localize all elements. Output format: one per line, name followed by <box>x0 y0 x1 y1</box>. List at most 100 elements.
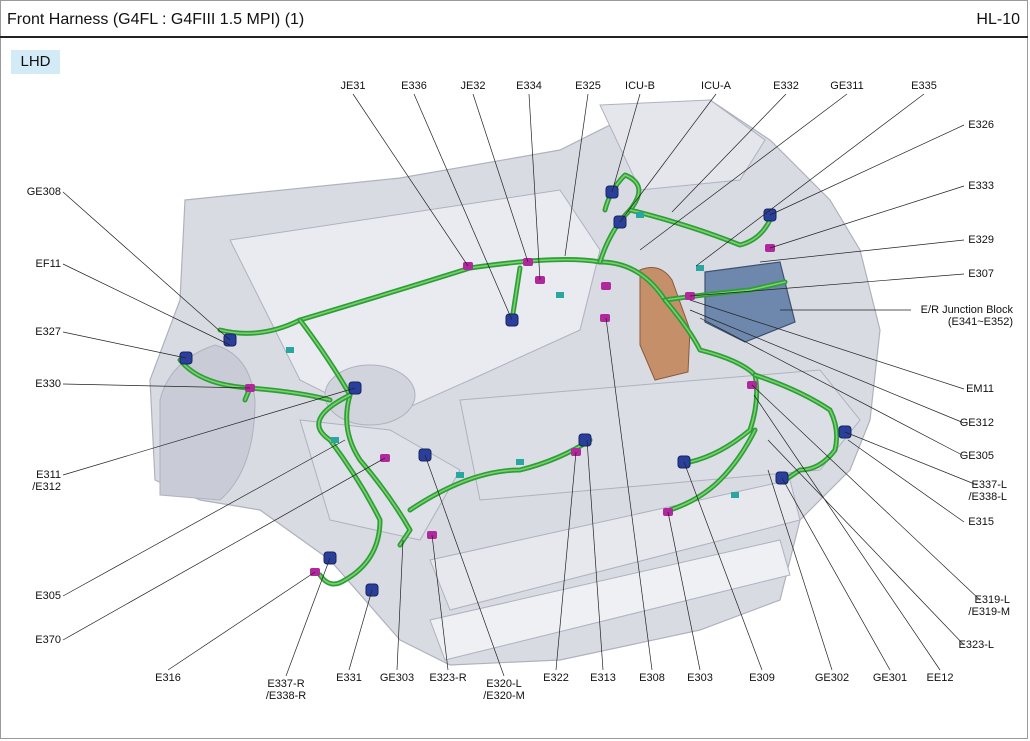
connector-label: E337-R /E338-R <box>265 678 307 702</box>
connector-teal <box>286 347 294 353</box>
leader-line <box>683 461 763 671</box>
connector-label: GE302 <box>814 672 850 684</box>
connector-label: E331 <box>336 672 362 684</box>
connector-blue <box>578 433 592 447</box>
connector-label: ICU-B <box>625 80 655 92</box>
harness-highlight <box>669 429 756 511</box>
connector-label: JE31 <box>340 80 366 92</box>
leader-line <box>605 317 653 671</box>
connector-label: EF11 <box>35 258 61 270</box>
connector-label: GE311 <box>830 80 864 92</box>
connector-teal <box>731 492 739 498</box>
bracket-copper <box>639 267 691 381</box>
connector-label: E316 <box>155 672 181 684</box>
leader-line <box>689 273 965 297</box>
leader-line <box>619 93 717 223</box>
leader-line <box>564 93 589 257</box>
connector-label: EE12 <box>926 672 954 684</box>
page-title: Front Harness (G4FL : G4FIII 1.5 MPI) (1… <box>7 11 305 28</box>
cowl-panel <box>599 99 766 191</box>
connector-label: E319-L /E319-M <box>968 594 1010 618</box>
leader-line <box>285 557 331 677</box>
connector-teal <box>556 292 564 298</box>
junction-block <box>704 261 796 343</box>
connector-label: E323-L <box>958 639 994 651</box>
connector-label: E330 <box>35 378 61 390</box>
leader-line <box>751 384 981 601</box>
leader-line <box>472 93 529 263</box>
connector-label: GE303 <box>379 672 415 684</box>
connector-label: E326 <box>968 119 994 131</box>
leader-line <box>62 331 187 359</box>
connector-label: E370 <box>35 634 61 646</box>
connector-label: E325 <box>575 80 601 92</box>
harness-highlight <box>299 319 411 546</box>
leader-line <box>62 387 356 476</box>
connector-label: E329 <box>968 234 994 246</box>
connector-teal <box>696 265 704 271</box>
leader-line <box>62 191 231 341</box>
lhd-tag: LHD <box>11 50 60 74</box>
front-crossmember <box>429 479 801 611</box>
connector-label: GE301 <box>872 672 908 684</box>
leader-line <box>528 93 541 281</box>
connector-magenta <box>601 282 611 290</box>
leader-line <box>62 439 346 597</box>
leader-line <box>695 93 925 267</box>
connector-teal <box>331 437 339 443</box>
harness-highlight <box>409 439 591 511</box>
connector-label: GE305 <box>959 450 994 462</box>
leader-line <box>167 571 316 671</box>
leader-line <box>352 93 469 267</box>
connector-teal <box>516 459 524 465</box>
connector-label: E332 <box>773 80 799 92</box>
leader-line <box>699 317 965 457</box>
leader-line <box>847 439 965 523</box>
bumper-beam <box>429 539 791 661</box>
connector-label: E327 <box>35 326 61 338</box>
harness-highlight <box>754 374 838 481</box>
connector-label: ICU-A <box>701 80 731 92</box>
leader-line <box>413 93 513 321</box>
leader-line <box>769 124 965 216</box>
leader-line <box>611 93 641 193</box>
leader-line <box>671 93 787 213</box>
harness-highlight <box>318 394 381 585</box>
leader-line <box>639 93 848 251</box>
leader-line <box>769 185 965 249</box>
leader-line <box>667 511 701 671</box>
connector-label: JE32 <box>460 80 486 92</box>
leader-line <box>759 239 965 263</box>
connector-label: E311 /E312 <box>32 469 61 493</box>
connector-label: E315 <box>968 516 994 528</box>
connector-label: E308 <box>639 672 665 684</box>
leader-line <box>586 439 604 671</box>
leader-line <box>348 589 373 671</box>
connector-label: E320-L /E320-M <box>483 678 525 702</box>
page-code: HL-10 <box>976 11 1020 28</box>
connector-label: GE308 <box>26 186 61 198</box>
connector-label: E303 <box>687 672 713 684</box>
leader-line <box>767 439 965 646</box>
leader-line <box>689 309 965 424</box>
leader-line <box>396 539 404 671</box>
vehicle-body <box>149 99 881 666</box>
firewall-panel <box>229 189 601 421</box>
leader-line <box>62 383 251 389</box>
harness-highlight <box>629 209 771 246</box>
leader-line <box>555 451 577 671</box>
connector-label: GE312 <box>959 417 994 429</box>
leader-line <box>753 394 941 671</box>
connector-teal <box>636 212 644 218</box>
connector-label: E305 <box>35 590 61 602</box>
leader-line <box>767 469 833 671</box>
page-header: Front Harness (G4FL : G4FIII 1.5 MPI) (1… <box>0 0 1028 38</box>
leader-line <box>781 477 891 671</box>
connector-label: E335 <box>911 80 937 92</box>
connector-label: E307 <box>968 268 994 280</box>
connector-label: EM11 <box>966 383 994 395</box>
leader-line <box>62 263 231 346</box>
connector-label: E313 <box>590 672 616 684</box>
